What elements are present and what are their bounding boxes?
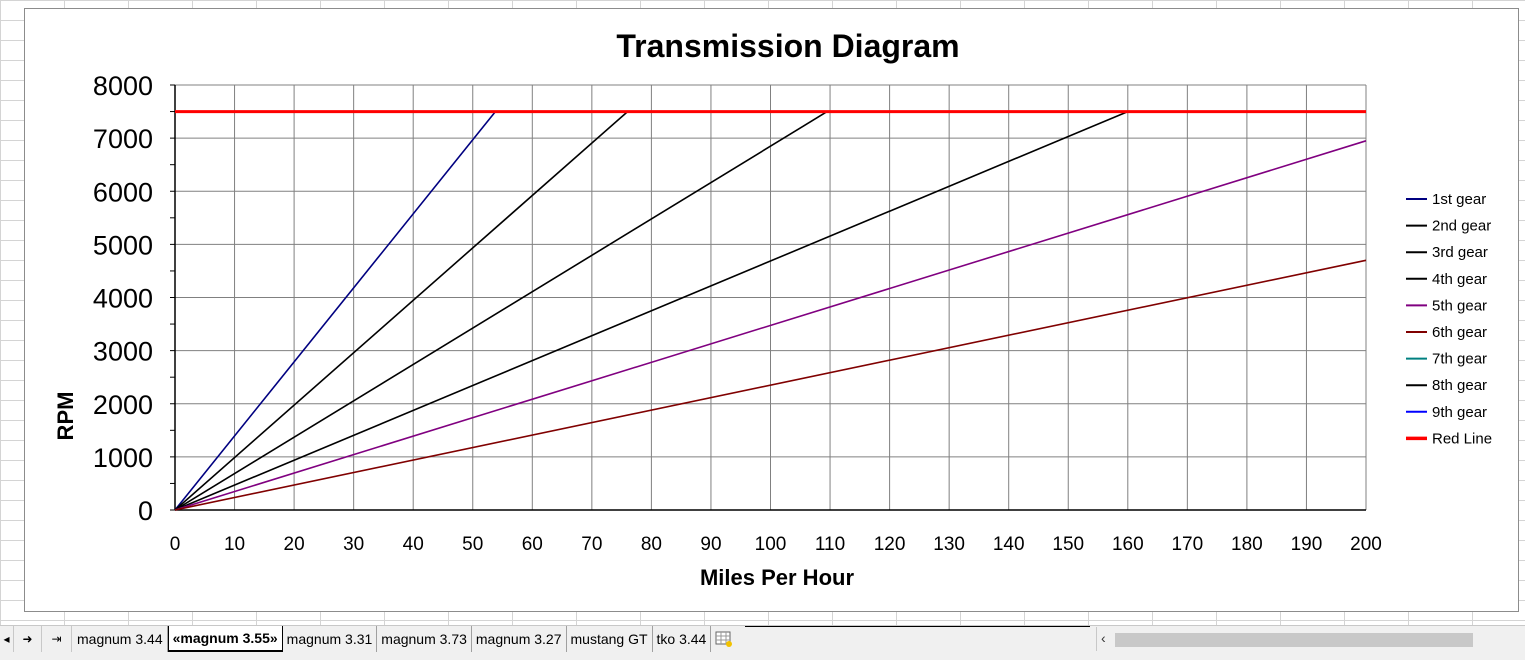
legend-entry: 1st gear [1432,191,1486,208]
y-tick-label: 8000 [93,71,153,101]
x-tick-label: 170 [1171,534,1203,555]
sheet-tab[interactable]: magnum 3.44 [73,626,168,652]
y-tick-label: 1000 [93,443,153,473]
x-tick-label: 130 [933,534,965,555]
x-tick-label: 90 [700,534,721,555]
y-tick-label: 3000 [93,337,153,367]
y-tick-label: 6000 [93,177,153,207]
y-tick-label: 4000 [93,284,153,314]
next-sheet-button[interactable]: ➜ [14,626,42,652]
legend-entry: 9th gear [1432,404,1487,421]
x-tick-label: 0 [170,534,181,555]
x-tick-label: 20 [284,534,305,555]
horizontal-scrollbar[interactable]: ‹ [1096,627,1525,651]
x-tick-label: 70 [581,534,602,555]
y-tick-label: 2000 [93,390,153,420]
tab-bar-line [745,626,1090,627]
transmission-chart: Transmission Diagram01000200030004000500… [53,28,1492,590]
chart-title: Transmission Diagram [616,28,959,64]
legend-entry: 2nd gear [1432,218,1491,235]
sheet-tab-active[interactable]: «magnum 3.55» [167,626,283,652]
y-tick-label: 5000 [93,230,153,260]
chart-area[interactable]: Transmission Diagram 0 1000 2000 3000 4000 500… [24,8,1519,612]
new-sheet-icon [715,631,733,647]
legend-entry: 3rd gear [1432,244,1488,261]
x-tick-label: 50 [462,534,483,555]
x-axis-label: Miles Per Hour [700,565,854,590]
x-tick-label: 100 [755,534,787,555]
series-line-3rd-gear[interactable] [174,110,828,511]
series-line-4th-gear[interactable] [174,110,1129,511]
legend-entry: 8th gear [1432,377,1487,394]
y-tick-label: 0 [138,496,153,526]
prev-sheet-button[interactable]: ◂ [0,626,14,652]
scroll-left-icon[interactable]: ‹ [1101,630,1106,646]
y-tick-label: 7000 [93,124,153,154]
y-axis-label: RPM [53,392,78,441]
x-tick-label: 40 [403,534,424,555]
legend-entry: 7th gear [1432,351,1487,368]
x-tick-label: 110 [815,534,845,555]
next-sheet-icon: ➜ [22,632,33,646]
legend-entry: 6th gear [1432,324,1487,341]
last-sheet-button[interactable]: ⇥ [42,626,72,652]
sheet-tab[interactable]: magnum 3.73 [377,626,472,652]
sheet-tab-bar: ◂ ➜ ⇥ magnum 3.44 «magnum 3.55» magnum 3… [0,625,1525,660]
series-line-1st-gear[interactable] [174,111,497,511]
legend-entry: Red Line [1432,430,1492,447]
x-tick-label: 160 [1112,534,1144,555]
x-tick-label: 120 [874,534,906,555]
sheet-tab[interactable]: tko 3.44 [652,626,712,652]
series-line-5th-gear[interactable] [174,140,1367,511]
scrollbar-thumb[interactable] [1115,633,1473,647]
sheet-tabs: magnum 3.44 «magnum 3.55» magnum 3.31 ma… [73,626,737,652]
previous-sheet-icon: ◂ [3,632,10,646]
legend-entry: 5th gear [1432,297,1487,314]
x-tick-label: 200 [1350,534,1382,555]
x-tick-label: 80 [641,534,662,555]
legend-entry: 4th gear [1432,271,1487,288]
sheet-tab[interactable]: mustang GT [566,626,653,652]
x-tick-label: 190 [1291,534,1323,555]
x-tick-label: 60 [522,534,543,555]
x-tick-label: 30 [343,534,364,555]
x-tick-label: 10 [224,534,245,555]
series-line-6th-gear[interactable] [174,259,1367,511]
new-sheet-button[interactable] [711,626,737,652]
x-tick-label: 140 [993,534,1025,555]
x-tick-label: 180 [1231,534,1263,555]
sheet-tab[interactable]: magnum 3.27 [471,626,567,652]
last-sheet-icon: ⇥ [51,632,62,646]
x-tick-label: 150 [1052,534,1084,555]
sheet-tab[interactable]: magnum 3.31 [282,626,378,652]
series-line-2nd-gear[interactable] [174,110,629,511]
